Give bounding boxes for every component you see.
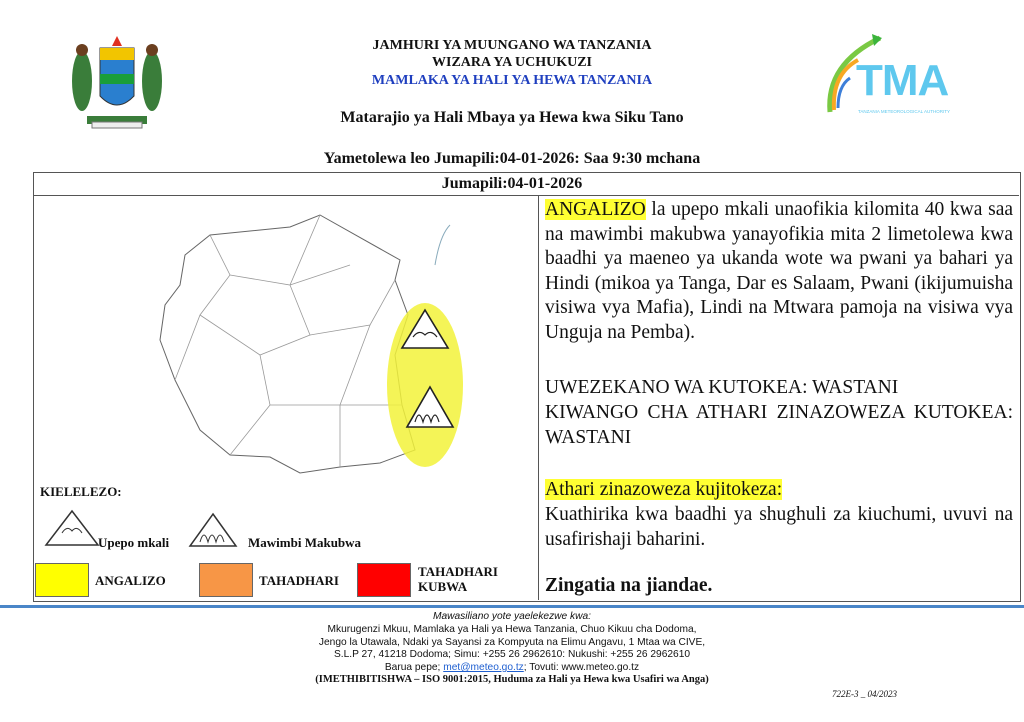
tma-logo-subtitle: TANZANIA METEOROLOGICAL AUTHORITY (858, 109, 951, 114)
waves-warning-icon (405, 385, 455, 428)
tma-logo-text: TMA (856, 56, 949, 105)
swatch-tahadhari-kubwa (357, 563, 411, 597)
legend-wind: Upepo mkali (98, 535, 170, 550)
legend-tahadhari-kubwa: TAHADHARI KUBWA (418, 564, 498, 594)
legend-angalizo: ANGALIZO (95, 573, 166, 588)
header-agency: MAMLAKA YA HALI YA HEWA TANZANIA (371, 73, 653, 88)
swatch-tahadhari (199, 563, 253, 597)
swatch-angalizo (35, 563, 89, 597)
email-label: Barua pepe; (384, 662, 444, 673)
email-link[interactable]: met@meteo.go.tz (443, 662, 524, 673)
footer-address-2: Jengo la Utawala, Ndaki ya Sayansi za Ko… (318, 637, 706, 648)
warning-level: ANGALIZO (545, 199, 646, 220)
footer-address-1: Mkurugenzi Mkuu, Mamlaka ya Hali ya Hewa… (327, 624, 697, 635)
forecast-table (33, 172, 1021, 602)
legend-waves: Mawimbi Makubwa (248, 535, 362, 550)
document-title: Matarajio ya Hali Mbaya ya Hewa kwa Siku… (340, 109, 684, 126)
wind-icon (44, 509, 100, 546)
tanzania-warning-map (159, 214, 463, 474)
coat-of-arms-logo (72, 36, 162, 129)
warning-description: ANGALIZO la upepo mkali unaofikia kilomi… (545, 198, 1013, 345)
legend-tahadhari: TAHADHARI (259, 573, 339, 588)
footer-contact: Barua pepe; met@meteo.go.tz; Tovuti: www… (0, 662, 1024, 674)
day-row-divider (33, 195, 1019, 196)
impacts-text: Kuathirika kwa baadhi ya shughuli za kiu… (545, 504, 1013, 550)
impacts-heading: Athari zinazoweza kujitokeza: (545, 478, 1013, 503)
legend-title: KIELELEZO: (40, 484, 122, 499)
warning-text: la upepo mkali unaofikia kilomita 40 kwa… (545, 199, 1013, 343)
impacts-heading-text: Athari zinazoweza kujitokeza: (545, 479, 783, 500)
header-country: JAMHURI YA MUUNGANO WA TANZANIA (372, 38, 652, 53)
header-ministry: WIZARA YA UCHUKUZI (432, 55, 592, 70)
waves-icon (188, 512, 238, 547)
website: ; Tovuti: www.meteo.go.tz (523, 662, 640, 673)
footer-heading: Mawasiliano yote yaelekezwe kwa: (433, 611, 591, 622)
footer-certification: (IMETHIBITISHWA – ISO 9001:2015, Huduma … (315, 674, 709, 685)
closing-note: Zingatia na jiandae. (545, 575, 713, 596)
column-divider (538, 195, 539, 600)
wind-warning-icon (400, 308, 450, 349)
impact-level: KIWANGO CHA ATHARI ZINAZOWEZA KUTOKEA: W… (545, 402, 1013, 448)
forecast-day: Jumapili:04-01-2026 (441, 175, 583, 192)
tma-logo: TMA TANZANIA METEOROLOGICAL AUTHORITY (822, 34, 962, 120)
footer-address-3: S.L.P 27, 41218 Dodoma; Simu: +255 26 29… (333, 649, 691, 660)
footer-rule (0, 605, 1024, 608)
issued-time: Yametolewa leo Jumapili:04-01-2026: Saa … (323, 150, 701, 167)
form-code: 722E-3 _ 04/2023 (832, 689, 897, 699)
likelihood: UWEZEKANO WA KUTOKEA: WASTANI (545, 377, 899, 398)
